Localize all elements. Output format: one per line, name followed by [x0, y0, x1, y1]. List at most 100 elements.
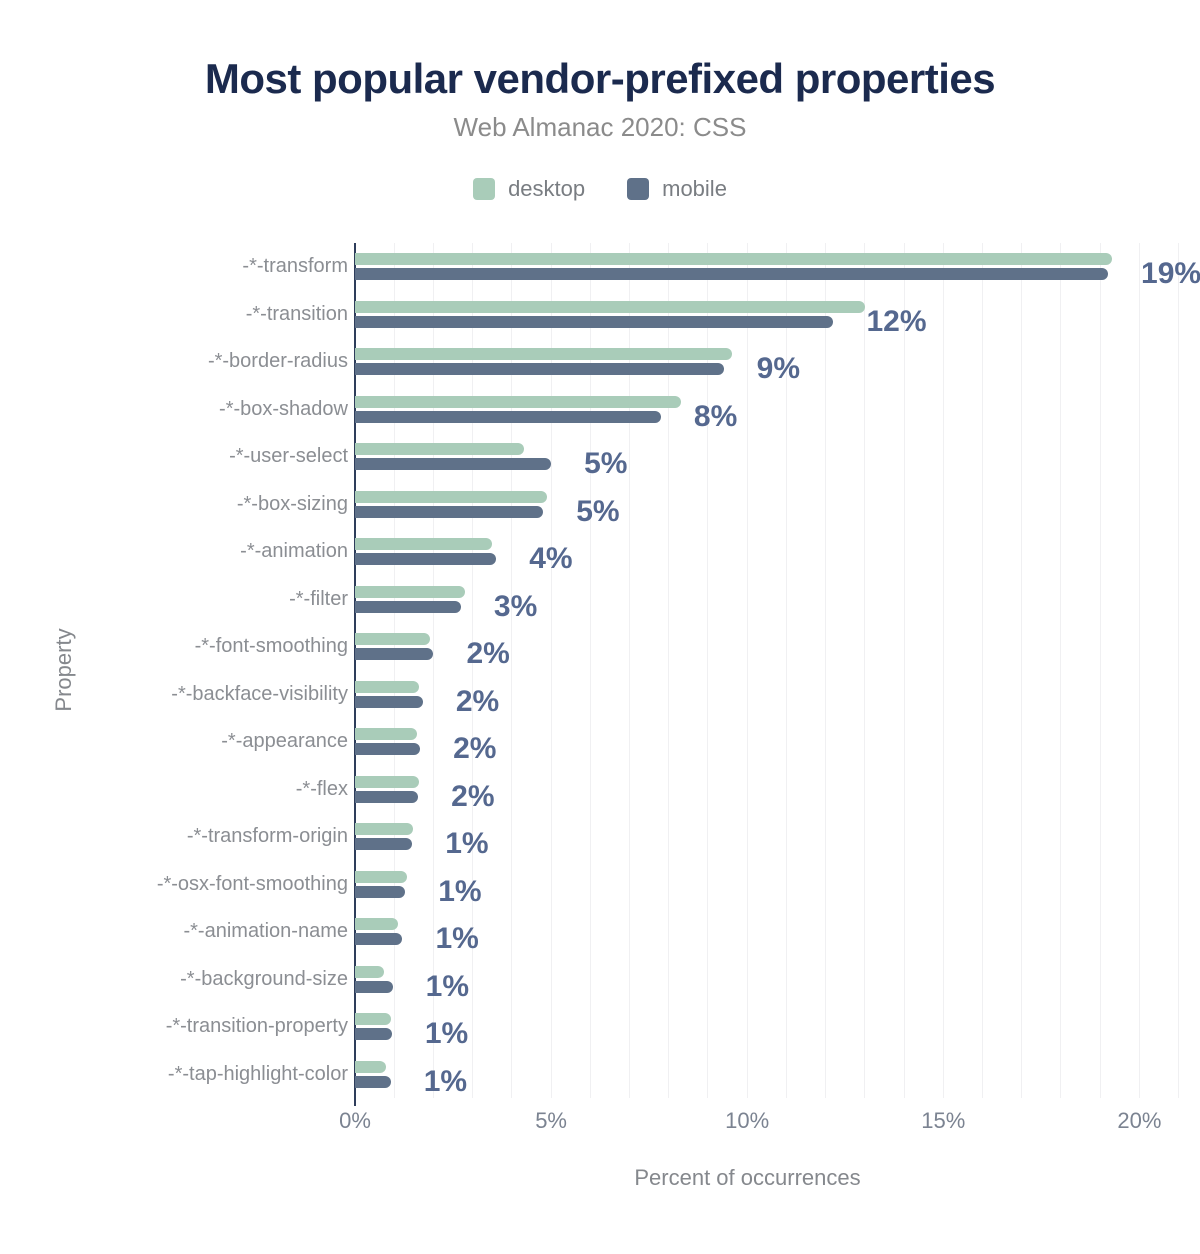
bar-group: 3%	[355, 576, 1180, 624]
bar-desktop	[355, 965, 384, 978]
gridline	[707, 243, 709, 1098]
bar-mobile	[355, 268, 1109, 280]
legend-item-desktop[interactable]: desktop	[473, 176, 585, 202]
row-label: -*-backface-visibility	[171, 682, 348, 705]
bar-mobile	[355, 933, 403, 945]
bar-group: 19%	[355, 243, 1200, 291]
bar-desktop	[355, 585, 465, 598]
bar-desktop	[355, 870, 408, 883]
bar-mobile	[355, 790, 419, 803]
bar-desktop	[355, 490, 548, 503]
bar-group: 2%	[355, 718, 1180, 766]
gridline	[746, 243, 748, 1098]
value-annotation: 1%	[438, 874, 482, 908]
gridline	[825, 243, 827, 1098]
bar-group: 1%	[355, 861, 1180, 909]
value-annotation: 1%	[424, 1017, 469, 1050]
gridline	[629, 243, 631, 1098]
legend: desktop mobile	[0, 176, 1200, 202]
row-label: -*-tap-highlight-color	[167, 1062, 348, 1085]
bar-group: 1%	[355, 1003, 1180, 1051]
y-axis-labels: -*-transform -*-transition -*-border-radiu…	[0, 243, 348, 1098]
bar-desktop	[355, 1013, 392, 1025]
y-axis-line	[354, 243, 356, 1106]
value-annotation: 1%	[445, 827, 489, 860]
gridline	[785, 243, 787, 1098]
bar-group: 5%	[355, 433, 1180, 481]
legend-swatch-mobile	[627, 178, 650, 200]
legend-item-mobile[interactable]: mobile	[627, 176, 727, 202]
bar-mobile	[355, 838, 413, 850]
bar-desktop	[355, 918, 398, 930]
value-annotation: 5%	[576, 494, 620, 528]
row-label: -*-osx-font-smoothing	[156, 872, 348, 895]
bar-group: 12%	[355, 291, 1180, 339]
chart-subtitle: Web Almanac 2020: CSS	[453, 112, 747, 142]
x-tick-label: 0%	[339, 1108, 371, 1133]
bar-desktop	[355, 348, 732, 360]
gridline	[668, 243, 670, 1098]
row-label: -*-border-radius	[207, 350, 348, 373]
bar-group: 1%	[355, 1051, 1180, 1099]
x-tick-label: 15%	[921, 1108, 966, 1133]
x-tick-label: 5%	[535, 1108, 567, 1133]
legend-label-mobile: mobile	[662, 176, 727, 201]
value-annotation: 1%	[425, 969, 469, 1003]
gridline	[864, 243, 866, 1098]
bar-desktop	[355, 538, 493, 550]
chart-title: Most popular vendor-prefixed properties	[204, 55, 996, 102]
bar-mobile	[355, 363, 724, 375]
gridline	[942, 243, 944, 1098]
bar-mobile	[355, 980, 393, 993]
row-label: -*-background-size	[180, 967, 348, 990]
bar-desktop	[355, 633, 430, 645]
value-annotation: 4%	[529, 542, 573, 575]
bar-group: 8%	[355, 386, 1180, 434]
bar-group: 9%	[355, 338, 1180, 386]
row-label: -*-user-select	[229, 445, 348, 468]
gridline	[1021, 243, 1023, 1098]
row-label: -*-animation-name	[183, 920, 348, 943]
bar-mobile	[355, 553, 497, 565]
bar-group: 2%	[355, 623, 1180, 671]
bar-desktop	[355, 680, 420, 693]
plot-area: 19% 12% 9% 8% 5% 5% 4% 3% 2% 2% 2% 2% 1% 1% 1% 1% 1% 1%	[354, 243, 1200, 1106]
bar-group: 1%	[355, 813, 1180, 861]
row-label: -*-appearance	[221, 730, 348, 753]
row-label: -*-transition-property	[165, 1015, 348, 1038]
bar-desktop	[355, 775, 419, 788]
bar-mobile	[355, 743, 421, 755]
bar-group: 4%	[355, 528, 1180, 576]
bar-mobile	[355, 315, 834, 328]
gridline	[589, 243, 591, 1098]
value-annotation: 2%	[453, 732, 497, 765]
gridline	[1138, 243, 1140, 1098]
bar-group: 2%	[355, 766, 1180, 814]
bar-group: 1%	[355, 908, 1180, 956]
bar-mobile	[355, 600, 461, 613]
x-axis-title: Percent of occurrences	[634, 1165, 861, 1190]
bar-mobile	[355, 1075, 391, 1088]
legend-swatch-desktop	[473, 178, 496, 200]
row-label: -*-filter	[289, 587, 348, 610]
gridline	[982, 243, 984, 1098]
value-annotation: 1%	[423, 1064, 468, 1098]
gridline	[550, 243, 552, 1098]
legend-label-desktop: desktop	[508, 176, 586, 201]
value-annotation: 2%	[466, 637, 510, 670]
row-label: -*-flex	[295, 777, 348, 800]
gridline	[393, 243, 395, 1098]
value-annotation: 1%	[435, 922, 479, 955]
bar-group: 5%	[355, 481, 1180, 529]
x-tick-label: 10%	[725, 1108, 770, 1133]
gridline	[432, 243, 434, 1098]
value-annotation: 19%	[1141, 257, 1200, 290]
bar-desktop	[355, 395, 681, 408]
bar-mobile	[355, 885, 406, 898]
row-label: -*-box-shadow	[219, 397, 348, 420]
gridline	[1060, 243, 1062, 1098]
bar-mobile	[355, 648, 434, 660]
row-label: -*-transform	[242, 255, 348, 278]
bar-desktop	[355, 443, 524, 455]
